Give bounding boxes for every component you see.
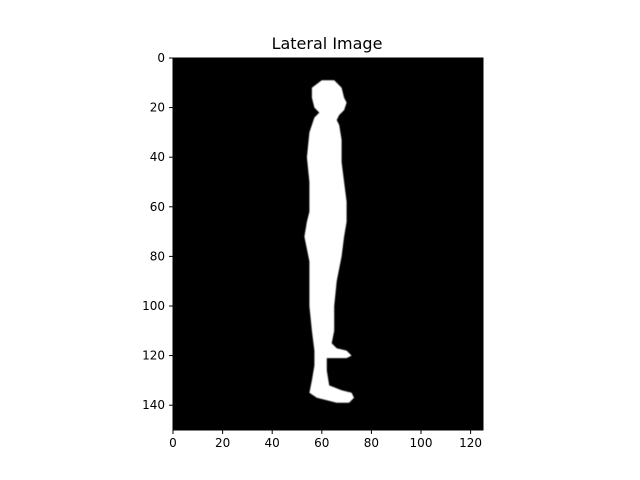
x-tick-label: 120 <box>459 436 482 450</box>
y-axis: 0 20 40 60 80 100 120 140 <box>142 51 173 412</box>
x-tick-label: 20 <box>215 436 230 450</box>
x-axis: 0 20 40 60 80 100 120 <box>169 430 482 450</box>
x-tick-label: 60 <box>314 436 329 450</box>
x-tick-label: 80 <box>364 436 379 450</box>
y-tick-label: 80 <box>150 249 165 263</box>
y-tick-label: 140 <box>142 398 165 412</box>
axes-frame <box>172 57 484 431</box>
x-tick-label: 40 <box>265 436 280 450</box>
y-tick-label: 60 <box>150 200 165 214</box>
x-tick-label: 100 <box>410 436 433 450</box>
y-tick-label: 100 <box>142 299 165 313</box>
y-tick-label: 20 <box>150 101 165 115</box>
human-silhouette <box>304 80 354 403</box>
y-tick-label: 0 <box>157 51 165 65</box>
y-tick-label: 40 <box>150 150 165 164</box>
y-tick-label: 120 <box>142 349 165 363</box>
x-tick-label: 0 <box>169 436 177 450</box>
figure-title: Lateral Image <box>272 34 383 53</box>
